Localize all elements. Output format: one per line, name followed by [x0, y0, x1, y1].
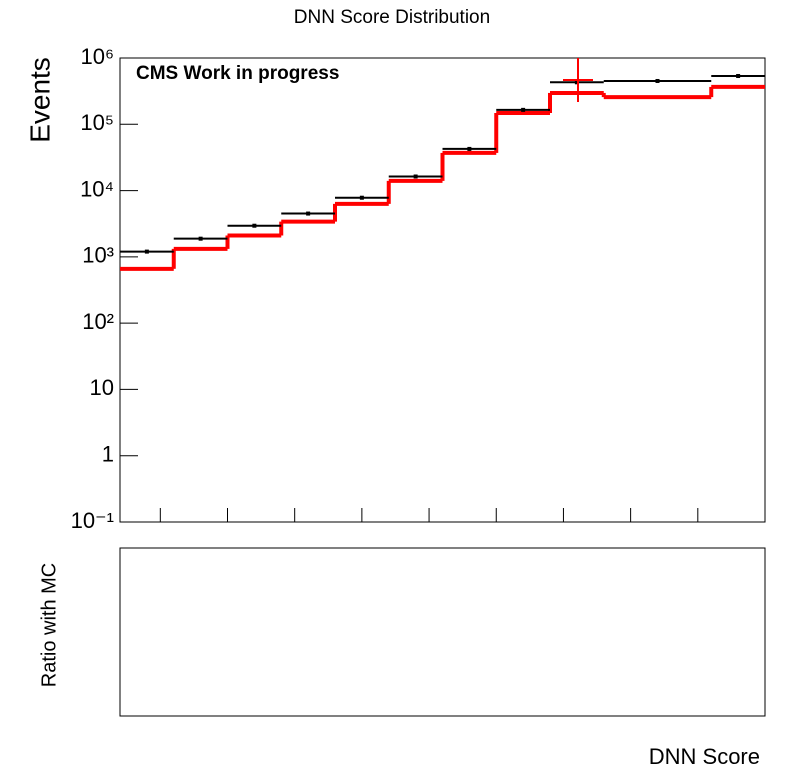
data-marker — [736, 74, 741, 79]
data-marker — [359, 195, 364, 200]
y-axis-label: Ratio with MC — [38, 563, 60, 687]
y-tick-label: 10³ — [82, 243, 114, 268]
y-axis-label: Events — [24, 57, 55, 143]
x-axis-label: DNN Score — [649, 744, 760, 769]
data-marker — [574, 80, 579, 85]
y-tick-label: 1 — [102, 442, 114, 467]
data-marker — [521, 107, 526, 112]
data-marker — [655, 78, 660, 83]
y-tick-label: 10⁴ — [80, 176, 114, 201]
data-marker — [198, 236, 203, 241]
annotation: CMS Work in progress — [136, 63, 339, 84]
data-marker — [467, 146, 472, 151]
chart-title: DNN Score Distribution — [294, 7, 490, 28]
y-tick-label: 10⁵ — [80, 110, 114, 135]
frame — [119, 547, 766, 717]
y-tick-label: 10⁻¹ — [71, 508, 114, 533]
data-marker — [144, 249, 149, 254]
data-marker — [252, 223, 257, 228]
data-marker — [413, 174, 418, 179]
y-tick-label: 10² — [82, 309, 114, 334]
frame — [119, 57, 766, 523]
y-tick-label: 10⁶ — [80, 44, 114, 69]
data-marker — [306, 211, 311, 216]
y-tick-label: 10 — [90, 375, 114, 400]
